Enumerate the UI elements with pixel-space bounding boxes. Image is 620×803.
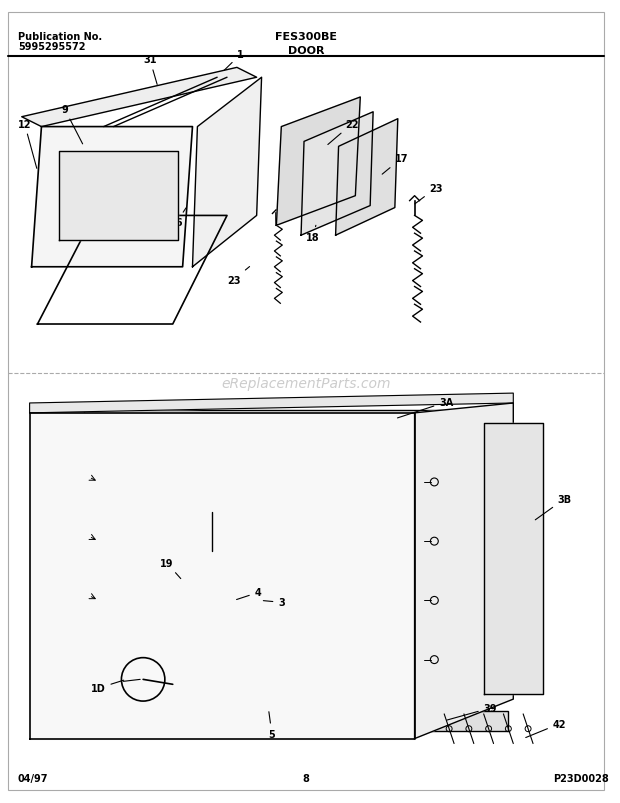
Bar — [71, 162, 166, 231]
Text: 39: 39 — [447, 703, 497, 720]
Text: 31: 31 — [143, 55, 157, 85]
Polygon shape — [301, 112, 373, 236]
Bar — [227, 438, 242, 734]
Text: 5995295572: 5995295572 — [18, 42, 86, 51]
Bar — [84, 711, 508, 731]
Polygon shape — [335, 120, 398, 236]
Text: 22: 22 — [328, 120, 359, 145]
Text: Publication No.: Publication No. — [18, 32, 102, 42]
Text: P23D0028: P23D0028 — [553, 773, 608, 783]
Text: 18: 18 — [306, 226, 320, 243]
Bar — [74, 458, 360, 695]
Bar — [257, 448, 265, 734]
Bar — [192, 472, 232, 670]
Text: eReplacementParts.com: eReplacementParts.com — [221, 377, 391, 391]
Text: 19: 19 — [107, 208, 128, 218]
Text: 12: 12 — [18, 120, 37, 169]
Polygon shape — [32, 128, 192, 267]
Polygon shape — [30, 393, 513, 414]
Polygon shape — [22, 68, 257, 128]
Text: 23: 23 — [415, 184, 443, 205]
Text: 9: 9 — [61, 104, 82, 145]
Polygon shape — [30, 414, 415, 739]
Text: 16: 16 — [170, 209, 186, 228]
Polygon shape — [192, 78, 262, 267]
Polygon shape — [60, 152, 178, 241]
Text: FES300BE: FES300BE — [275, 32, 337, 42]
Bar — [84, 410, 498, 428]
Text: 4: 4 — [237, 588, 262, 600]
Text: 19: 19 — [160, 558, 181, 579]
Bar — [202, 552, 222, 591]
Text: 15: 15 — [87, 169, 107, 185]
Text: 23: 23 — [227, 267, 250, 285]
Text: 04/97: 04/97 — [18, 773, 48, 783]
Text: 5: 5 — [268, 711, 275, 739]
Text: DOOR: DOOR — [288, 46, 324, 55]
Text: 42: 42 — [526, 719, 566, 738]
Polygon shape — [37, 216, 227, 324]
Bar — [60, 443, 375, 709]
Text: 17: 17 — [382, 154, 409, 175]
Text: 3A: 3A — [397, 397, 453, 418]
Text: 1D: 1D — [91, 680, 124, 693]
Text: 3: 3 — [264, 597, 285, 608]
Text: 1: 1 — [224, 51, 244, 71]
Polygon shape — [484, 423, 543, 695]
Polygon shape — [277, 98, 360, 226]
Polygon shape — [415, 403, 513, 739]
Text: 3B: 3B — [535, 494, 572, 520]
Text: 8: 8 — [303, 773, 309, 783]
